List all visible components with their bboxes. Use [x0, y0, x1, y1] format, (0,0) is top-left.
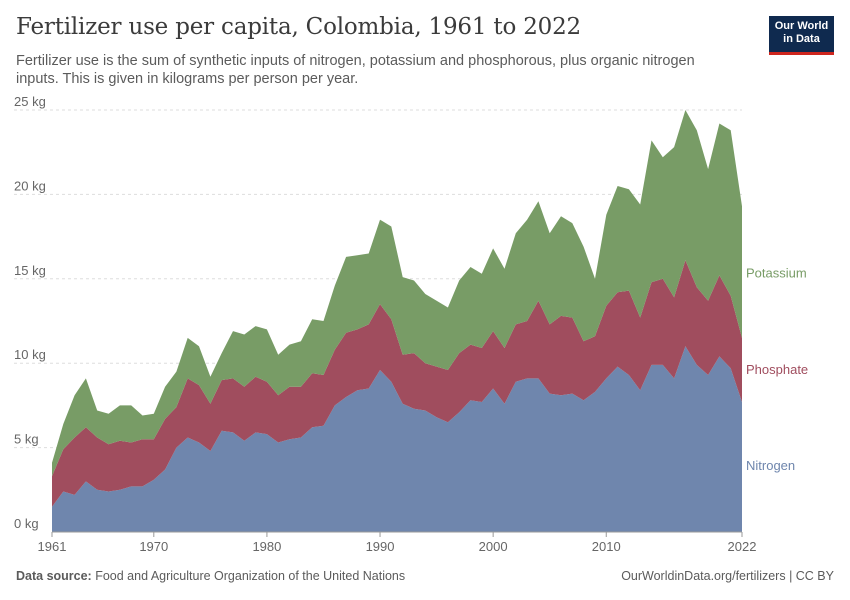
series-label-nitrogen: Nitrogen — [746, 458, 795, 473]
area-nitrogen — [52, 346, 742, 532]
y-tick-label: 25 kg — [14, 94, 46, 109]
footer-link[interactable]: OurWorldinData.org/fertilizers | CC BY — [621, 569, 834, 583]
series-label-potassium: Potassium — [746, 266, 807, 281]
owid-logo[interactable]: Our World in Data — [769, 16, 834, 55]
logo-text: Our World in Data — [774, 20, 829, 45]
y-tick-label: 10 kg — [14, 347, 46, 362]
x-tick-label: 2010 — [592, 539, 621, 554]
area-series-group — [52, 110, 742, 532]
x-tick-label: 2000 — [479, 539, 508, 554]
x-tick-label: 1990 — [366, 539, 395, 554]
data-source-text[interactable]: Food and Agriculture Organization of the… — [95, 569, 406, 583]
x-tick-label: 1970 — [139, 539, 168, 554]
y-tick-label: 15 kg — [14, 263, 46, 278]
series-labels: Nitrogen Phosphate Potassium — [746, 266, 808, 473]
x-tick-label: 1980 — [252, 539, 281, 554]
data-source-label: Data source: — [16, 569, 92, 583]
axes: 0 kg 5 kg 10 kg 15 kg 20 kg 25 kg 1961 1970 1980… — [14, 94, 756, 554]
chart-title: Fertilizer use per capita, Colombia, 196… — [16, 14, 581, 40]
chart-subtitle: Fertilizer use is the sum of synthetic i… — [16, 53, 695, 87]
series-label-phosphate: Phosphate — [746, 362, 808, 377]
x-tick-label: 1961 — [38, 539, 67, 554]
y-tick-label: 20 kg — [14, 178, 46, 193]
area-potassium — [52, 110, 742, 477]
x-tick-label: 2022 — [728, 539, 757, 554]
data-source: Data source: Food and Agriculture Organi… — [16, 569, 405, 583]
y-tick-label: 5 kg — [14, 432, 39, 447]
y-tick-label: 0 kg — [14, 516, 39, 531]
area-phosphate — [52, 260, 742, 507]
